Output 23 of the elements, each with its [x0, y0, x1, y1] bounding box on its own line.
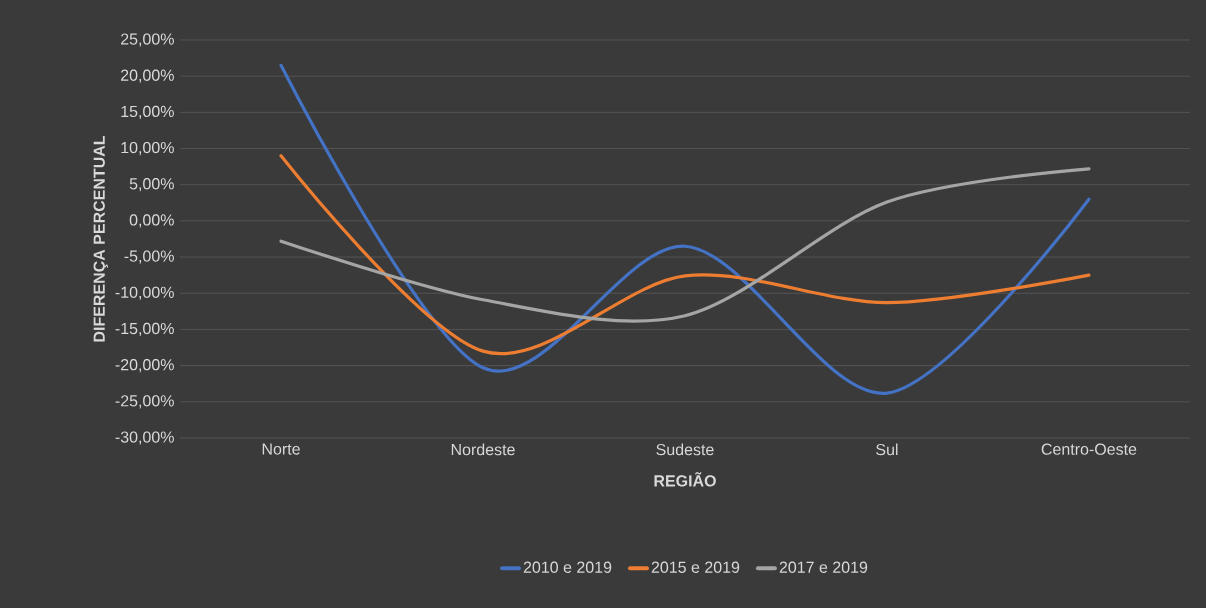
y-tick-label: -20,00%	[115, 359, 174, 373]
y-tick-label: -15,00%	[115, 322, 174, 337]
y-tick-label: 15,00%	[121, 105, 174, 119]
y-tick-label: -25,00%	[115, 395, 174, 409]
y-tick-label: 10,00%	[121, 141, 174, 156]
x-axis-title: REGIÃO	[654, 472, 716, 487]
y-tick-label: 0,00%	[129, 214, 174, 228]
y-tick-label: 25,00%	[121, 33, 174, 47]
x-tick-label: Centro-Oeste	[1041, 443, 1137, 455]
legend-label: 2010 e 2019	[523, 561, 612, 573]
y-axis-title: DIFERENÇA PERCENTUAL	[93, 135, 109, 342]
legend-label: 2017 e 2019	[779, 561, 868, 573]
y-tick-label: -30,00%	[115, 431, 174, 445]
y-tick-label: 5,00%	[129, 178, 174, 192]
line-series	[279, 63, 1091, 395]
x-tick-label: Nordeste	[451, 443, 515, 456]
y-tick-label: -10,00%	[115, 286, 174, 300]
y-tick-label: 20,00%	[121, 69, 174, 83]
y-tick-label: -5,00%	[124, 250, 174, 264]
x-tick-label: Sul	[876, 443, 898, 456]
legend-label: 2015 e 2019	[651, 561, 740, 573]
x-tick-label: Norte	[262, 443, 300, 455]
x-tick-label: Sudeste	[656, 443, 714, 456]
